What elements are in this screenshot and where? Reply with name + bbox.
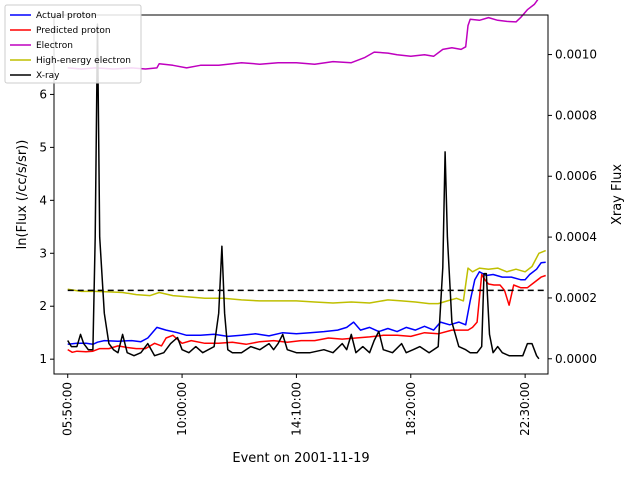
x-axis-label: Event on 2001-11-19 [232,451,369,466]
y-tick-label-right: 0.0000 [555,352,597,366]
legend-entry: Electron [36,41,73,51]
x-axis: 05:50:00 10:00:00 14:10:00 18:20:00 22:30:00 [61,374,532,436]
y-tick-label-left: 1 [39,352,47,366]
series-layer [67,0,546,360]
legend-entry: High-energy electron [36,56,131,66]
y-tick-label-right: 0.0006 [555,169,597,183]
series-line-predicted-proton [67,273,546,354]
legend-entry: X-ray [36,71,60,81]
x-tick-label: 10:00:00 [175,382,189,436]
y-axis-label-right: Xray Flux [610,164,625,225]
series-line-actual-proton [67,261,546,346]
x-tick-label: 14:10:00 [289,382,303,436]
y-tick-label-right: 0.0004 [555,230,597,244]
x-tick-label: 18:20:00 [404,382,418,436]
y-axis-left: 1 2 3 4 5 6 [39,87,54,366]
legend-entry: Actual proton [36,11,97,21]
y-tick-label-right: 0.0002 [555,291,597,305]
legend-entry: Predicted proton [36,26,111,36]
y-tick-label-left: 5 [39,140,47,154]
y-tick-label-left: 2 [39,299,47,313]
y-tick-label-right: 0.0010 [555,48,597,62]
series-line-high-energy-electron [67,249,546,305]
legend-box [4,4,142,84]
y-tick-label-left: 3 [39,246,47,260]
x-tick-label: 05:50:00 [61,382,75,436]
x-tick-label: 22:30:00 [518,382,532,436]
y-tick-label-left: 4 [39,193,47,207]
legend: Actual proton Predicted proton Electron Hig… [4,4,142,84]
y-axis-right: 0.0000 0.0002 0.0004 0.0006 0.0008 0.0010 [548,48,597,366]
y-tick-label-left: 6 [39,87,47,101]
series-line-x-ray [67,23,540,360]
y-axis-label-left: ln(Flux (/cc/s/sr)) [15,140,30,250]
plot-frame [53,14,549,375]
y-tick-label-right: 0.0008 [555,108,597,122]
series-line-electron [67,0,539,70]
